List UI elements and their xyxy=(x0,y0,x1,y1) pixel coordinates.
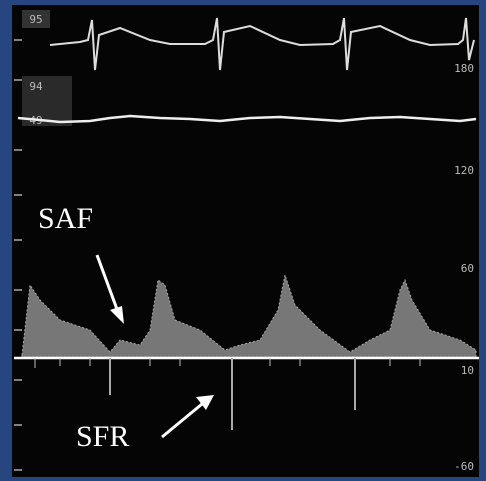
annotation: SAF xyxy=(38,202,93,235)
annotation: SFR xyxy=(76,420,129,453)
scale-label: 120 xyxy=(454,164,474,177)
display xyxy=(12,5,479,477)
scale-label: 60 xyxy=(461,262,474,275)
monitor-screen: 95 94 49 180 120 60 10 -60 SAF SFR xyxy=(0,0,486,481)
scale-label: 10 xyxy=(461,364,474,377)
scale-label: 180 xyxy=(454,62,474,75)
left-label: 94 xyxy=(29,80,43,93)
scale-label: -60 xyxy=(454,460,474,473)
left-label: 95 xyxy=(29,13,42,26)
page: 95 94 49 180 120 60 10 -60 SAF SFR (() =… xyxy=(0,0,486,481)
